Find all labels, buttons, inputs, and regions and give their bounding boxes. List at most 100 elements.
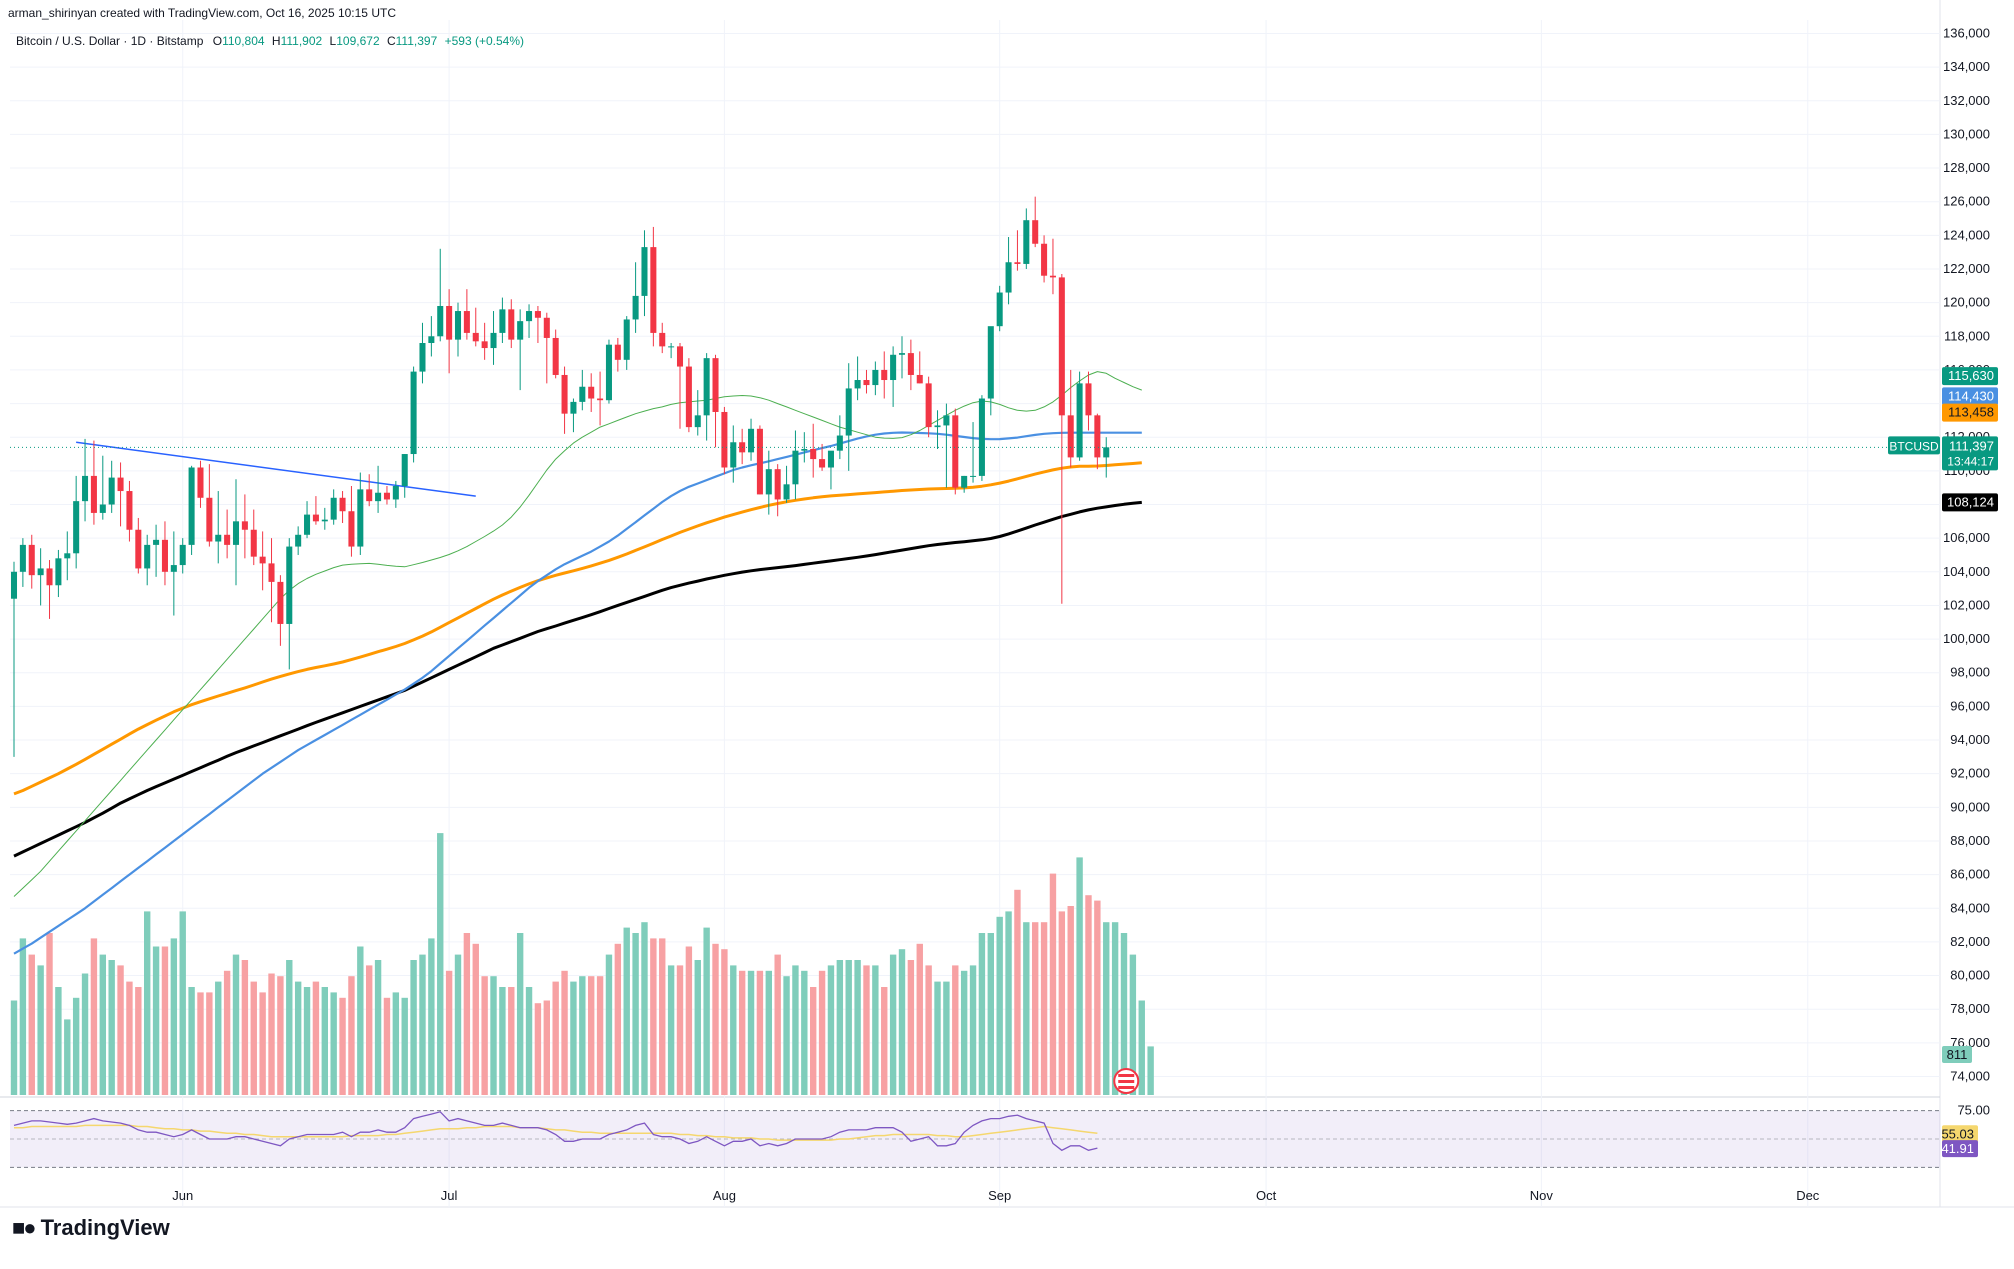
volume-bar bbox=[392, 992, 400, 1095]
candle-body bbox=[588, 386, 595, 399]
time-tick-label: Aug bbox=[713, 1188, 736, 1203]
candle-body bbox=[827, 450, 834, 468]
candle-body bbox=[845, 388, 852, 436]
candle-body bbox=[676, 346, 684, 367]
candle-body bbox=[526, 311, 533, 322]
rsi-line bbox=[13, 1111, 1098, 1152]
candle-body bbox=[99, 504, 106, 513]
volume-bar bbox=[90, 938, 98, 1095]
candle-body bbox=[543, 317, 550, 338]
volume-bar bbox=[889, 954, 897, 1095]
candle-body bbox=[561, 374, 568, 414]
flag-stripe bbox=[1118, 1080, 1135, 1083]
candlesticks bbox=[10, 196, 1110, 757]
candle-body bbox=[1058, 277, 1065, 416]
candle-body bbox=[765, 469, 772, 495]
candle-body bbox=[170, 565, 177, 572]
candle-body bbox=[330, 497, 337, 520]
volume-bar bbox=[676, 965, 684, 1095]
volume-bar bbox=[1129, 954, 1137, 1095]
volume-bar bbox=[366, 965, 373, 1095]
candle-body bbox=[481, 341, 488, 349]
candle-body bbox=[1032, 220, 1039, 244]
tradingview-logo-icon: ■● bbox=[12, 1215, 37, 1240]
candle-body bbox=[454, 311, 462, 340]
volume-bar bbox=[437, 833, 444, 1095]
candle-body bbox=[144, 544, 151, 569]
volume-bar bbox=[321, 987, 328, 1095]
time-tick-label: Dec bbox=[1796, 1188, 1820, 1203]
candle-body bbox=[801, 448, 808, 451]
candle-body bbox=[517, 321, 524, 340]
volume-label-bg bbox=[1942, 1046, 1972, 1063]
volume-bar bbox=[286, 960, 293, 1095]
volume-bar bbox=[339, 997, 346, 1095]
candle-body bbox=[508, 309, 515, 340]
price-tick-label: 120,000 bbox=[1943, 295, 1990, 310]
volume-bar bbox=[1103, 922, 1110, 1095]
candle-body bbox=[730, 442, 737, 468]
volume-bar bbox=[543, 1000, 550, 1095]
price-tick-label: 126,000 bbox=[1943, 194, 1990, 209]
candle-body bbox=[650, 247, 657, 333]
candle-body bbox=[943, 415, 950, 426]
candle-body bbox=[961, 475, 968, 488]
volume-bar bbox=[250, 981, 257, 1095]
volume-bar bbox=[1049, 873, 1057, 1095]
change-value: +593 (+0.54%) bbox=[444, 34, 524, 48]
candle-body bbox=[863, 380, 870, 386]
candle-body bbox=[898, 353, 906, 355]
open-value: 110,804 bbox=[222, 34, 265, 48]
symbol-tag: BTCUSD bbox=[1889, 439, 1939, 453]
volume-bar bbox=[738, 970, 746, 1095]
candle-body bbox=[1041, 243, 1048, 276]
candle-body bbox=[232, 521, 240, 545]
rsi-value-label-bg bbox=[1942, 1140, 1978, 1158]
time-axis[interactable]: Jun Jul Aug Sep Oct Nov Dec bbox=[172, 1188, 1820, 1203]
volume-bar bbox=[1138, 1000, 1145, 1095]
volume-bar bbox=[508, 987, 515, 1095]
price-axis[interactable]: 74,00076,00078,00080,00082,00084,00086,0… bbox=[1943, 25, 1990, 1083]
volume-bar bbox=[99, 954, 106, 1095]
candle-body bbox=[952, 415, 959, 488]
price-tick-label: 74,000 bbox=[1950, 1068, 1990, 1083]
volume-bar bbox=[969, 965, 977, 1095]
price-label-text: 114,430 bbox=[1948, 388, 1994, 403]
price-tick-label: 124,000 bbox=[1943, 227, 1990, 242]
volume-bar bbox=[730, 965, 737, 1095]
price-tick-label: 136,000 bbox=[1943, 25, 1990, 40]
volume-bar bbox=[197, 992, 204, 1095]
price-tick-label: 104,000 bbox=[1943, 564, 1990, 579]
rsi-ma-label: 55.03 bbox=[1941, 1126, 1974, 1141]
candle-body bbox=[117, 477, 124, 492]
tradingview-brand[interactable]: ■● TradingView bbox=[12, 1215, 170, 1241]
volume-bar bbox=[1085, 895, 1092, 1095]
volume-bar bbox=[294, 981, 302, 1095]
volume-bar bbox=[534, 1003, 542, 1095]
candle-body bbox=[916, 374, 923, 384]
volume-bar bbox=[623, 927, 630, 1095]
candle-body bbox=[890, 354, 897, 381]
candle-body bbox=[1049, 275, 1056, 278]
candle-body bbox=[579, 386, 586, 402]
volume-bar bbox=[179, 911, 186, 1095]
candle-body bbox=[419, 343, 426, 372]
candle-body bbox=[987, 326, 994, 399]
volume-bar bbox=[144, 911, 151, 1095]
candle-body bbox=[499, 309, 506, 333]
candle-body bbox=[1014, 262, 1021, 264]
candle-body bbox=[490, 332, 497, 349]
candle-body bbox=[570, 401, 577, 414]
price-tick-label: 92,000 bbox=[1950, 766, 1990, 781]
price-tick-label: 122,000 bbox=[1943, 261, 1990, 276]
close-label: C bbox=[386, 34, 396, 48]
volume-bar bbox=[215, 981, 222, 1095]
symbol-tag-bg bbox=[1888, 436, 1940, 455]
candle-body bbox=[28, 544, 35, 576]
volume-bar bbox=[277, 976, 284, 1095]
candle-body bbox=[135, 529, 142, 569]
symbol-title[interactable]: Bitcoin / U.S. Dollar · 1D · Bitstamp bbox=[16, 34, 204, 48]
volume-bar bbox=[383, 997, 391, 1095]
candle-body bbox=[153, 539, 160, 545]
